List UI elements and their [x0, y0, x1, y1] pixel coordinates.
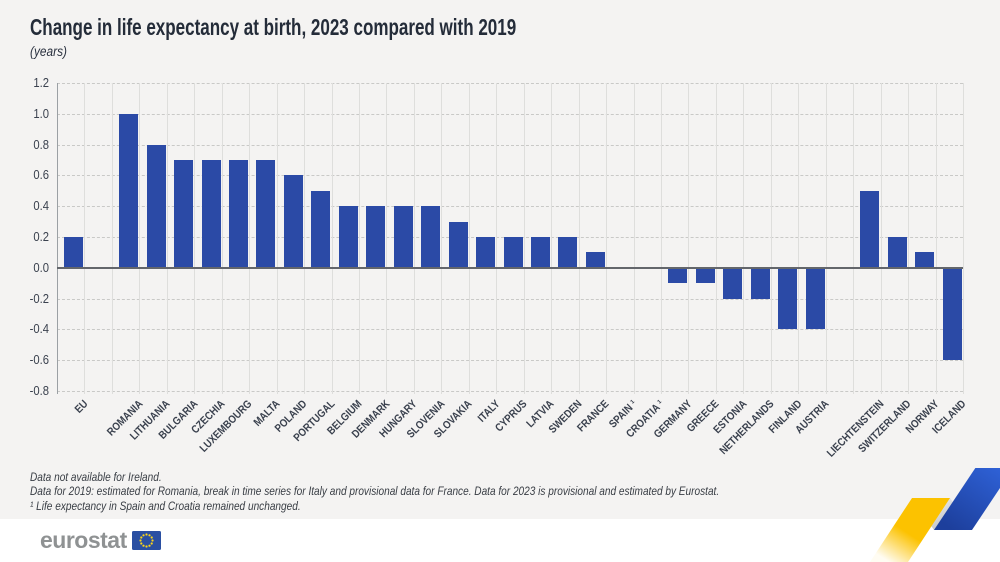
gridline — [770, 83, 772, 394]
bar-poland — [283, 175, 303, 268]
bar-france — [585, 252, 605, 268]
bar-germany — [668, 267, 688, 284]
gridline — [304, 83, 306, 394]
y-axis-tick-label: 0.2 — [33, 230, 49, 244]
y-axis-tick-label: 0.6 — [33, 168, 49, 183]
footnote-line: ¹ Life expectancy in Spain and Croatia r… — [30, 498, 301, 513]
bar-norway — [915, 252, 935, 268]
bar-portugal — [311, 190, 331, 268]
gridline — [935, 83, 937, 394]
bar-austria — [805, 267, 825, 330]
gridline — [57, 329, 963, 331]
bar-liechtenstein — [860, 190, 880, 268]
gridline — [57, 360, 963, 362]
gridline — [57, 391, 963, 392]
gridline — [57, 113, 963, 115]
bar-bulgaria — [174, 160, 194, 268]
bar-belgium — [338, 206, 358, 268]
gridline — [606, 83, 608, 394]
zero-axis-line — [57, 266, 963, 269]
bar-czechia — [201, 160, 221, 268]
gridline — [496, 83, 498, 394]
gridline — [84, 83, 86, 394]
gridline — [166, 83, 168, 394]
bar-eu — [64, 237, 84, 268]
gridline — [633, 83, 635, 394]
gridline — [578, 83, 580, 394]
y-axis-tick-label: 0.8 — [33, 137, 49, 152]
gridline — [963, 83, 964, 394]
eurostat-logo: eurostat — [40, 529, 161, 552]
zigzag-ribbon-graphic — [870, 468, 1000, 562]
gridline — [688, 83, 690, 394]
y-axis-tick-label: 1.2 — [33, 76, 49, 90]
gridline — [798, 83, 800, 394]
unit-label: (years) — [30, 44, 67, 59]
bar-slovakia — [448, 221, 468, 268]
gridline — [715, 83, 717, 394]
bar-iceland — [942, 267, 962, 361]
eu-flag-icon — [131, 531, 161, 550]
gridline — [276, 83, 278, 394]
gridline — [111, 83, 113, 394]
gridline — [359, 83, 360, 394]
gridline — [57, 175, 963, 177]
bar-netherlands — [750, 267, 770, 299]
y-axis-line — [57, 83, 58, 394]
gridline — [551, 83, 553, 394]
y-axis-tick-label: -0.2 — [29, 291, 49, 306]
bar-romania — [119, 113, 139, 268]
bar-estonia — [723, 267, 743, 299]
gridline — [57, 298, 963, 300]
gridline — [57, 206, 963, 208]
gridline — [249, 83, 251, 394]
footnote-line: Data not available for Ireland. — [30, 470, 162, 484]
footnote-line: Data for 2019: estimated for Romania, br… — [30, 484, 720, 499]
bar-greece — [695, 267, 715, 284]
gridline — [853, 83, 855, 394]
footnotes: Data not available for Ireland. Data for… — [30, 470, 719, 513]
bar-denmark — [366, 206, 386, 268]
page-title: Change in life expectancy at birth, 2023… — [30, 14, 517, 40]
plot-area: 1.2 1.0 0.8 0.6 0.4 0.2 0.0 -0.2 -0.4 -0.6 -0.8 EU R… — [30, 76, 969, 460]
gridline — [441, 83, 443, 394]
bar-slovenia — [421, 206, 441, 268]
gridline — [57, 83, 963, 84]
bar-hungary — [393, 206, 413, 268]
bar-latvia — [530, 237, 550, 268]
gridline — [139, 83, 141, 394]
footer-band — [0, 519, 1000, 562]
bar-luxembourg — [228, 160, 248, 268]
eurostat-logo-text: eurostat — [40, 527, 127, 553]
bar-italy — [476, 237, 496, 268]
bar-finland — [778, 267, 798, 330]
gridline — [221, 83, 223, 394]
y-axis-tick-label: 1.0 — [33, 106, 49, 121]
gridline — [386, 83, 388, 394]
y-axis-tick-label: 0.0 — [33, 260, 49, 275]
gridline — [825, 83, 827, 394]
bar-switzerland — [887, 237, 907, 268]
gridline — [523, 83, 525, 394]
gridline — [331, 83, 333, 394]
gridline — [880, 83, 882, 394]
gridline — [194, 83, 196, 394]
bar-cyprus — [503, 237, 523, 268]
bar-sweden — [558, 237, 578, 268]
bar-malta — [256, 160, 276, 268]
y-axis-tick-label: -0.4 — [29, 322, 49, 337]
y-axis-tick-label: 0.4 — [33, 199, 49, 214]
gridline — [743, 83, 745, 394]
y-axis-tick-label: -0.8 — [29, 384, 49, 398]
bar-lithuania — [146, 144, 166, 268]
gridline — [57, 144, 963, 146]
gridline — [413, 83, 415, 394]
y-axis-tick-label: -0.6 — [29, 353, 49, 368]
gridline — [468, 83, 470, 394]
gridline — [908, 83, 910, 394]
gridline — [661, 83, 662, 394]
